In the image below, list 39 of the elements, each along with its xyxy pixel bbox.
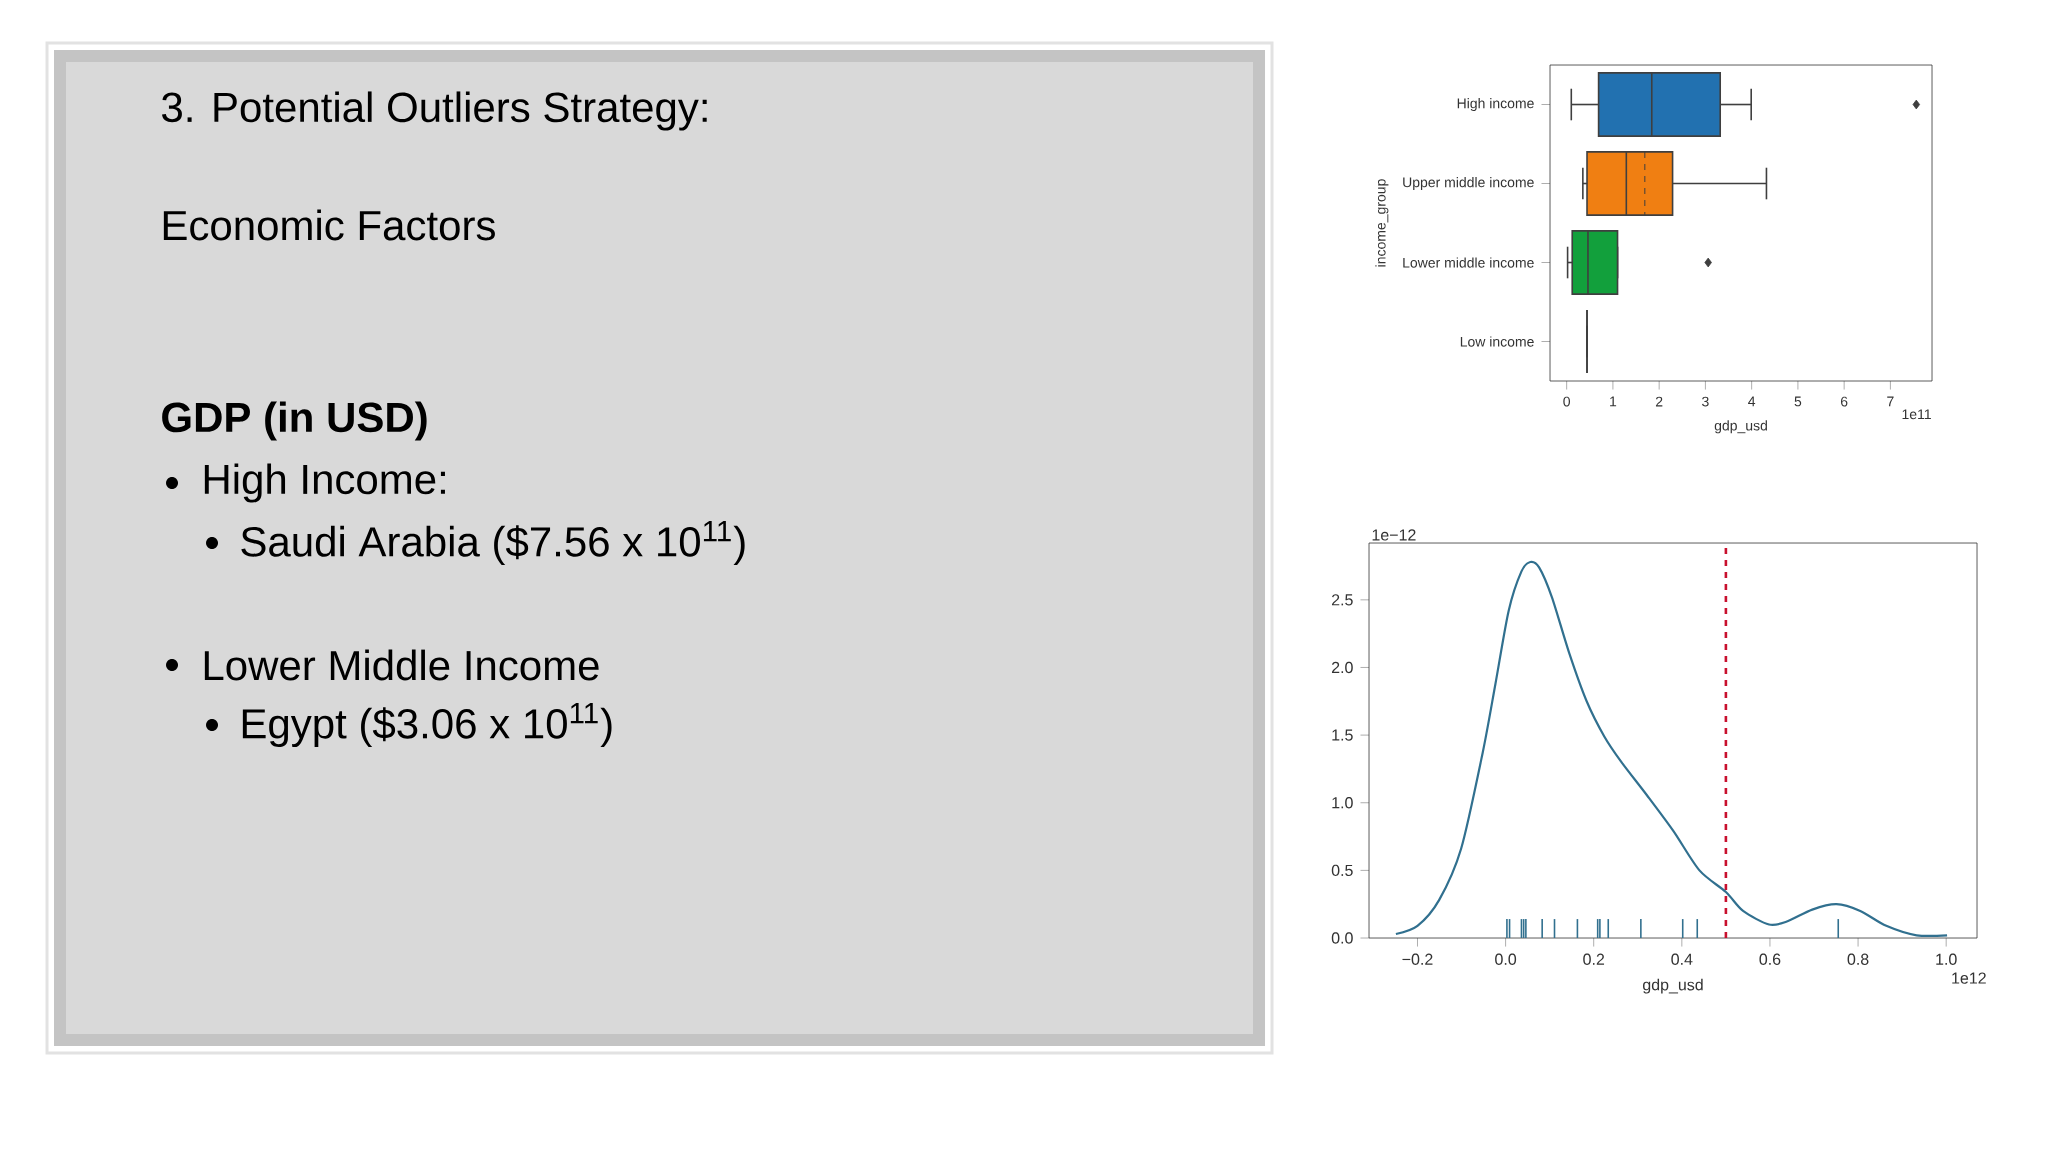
y-tick-label: 1.0 — [1332, 797, 1353, 809]
y-tick-label: 0.0 — [1331, 932, 1353, 944]
x-tick-label: −0.2 — [1402, 953, 1433, 965]
x-tick-label: 0.8 — [1847, 953, 1869, 965]
y-tick-label: 0.5 — [1331, 864, 1353, 877]
x-tick-label: 1 — [1610, 396, 1617, 407]
x-tick-label: 0 — [1563, 396, 1571, 407]
text: GDP (in USD) — [162, 401, 427, 441]
x-tick-label: 1.0 — [1936, 953, 1957, 965]
x-tick-label: 7 — [1887, 396, 1894, 407]
y-tick-label: 1.5 — [1332, 729, 1353, 741]
line-series — [1394, 560, 1949, 937]
x-tick-label: 0.4 — [1671, 953, 1693, 965]
text: Economic Factors — [163, 209, 495, 241]
text: Saudi Arabia ($7.56 x 10$^{11}$) — [241, 521, 745, 565]
text: 3. Potential Outliers Strategy: — [162, 91, 707, 131]
y-tick-label: 2.0 — [1331, 661, 1353, 674]
y-tick-label: High income — [1457, 98, 1534, 112]
text: 1e11 — [1902, 409, 1931, 420]
y-tick-label: Upper middle income — [1403, 177, 1534, 191]
x-tick-label: 0.0 — [1495, 953, 1517, 965]
x-tick-label: 0.6 — [1759, 953, 1781, 965]
y-tick-label: 2.5 — [1331, 594, 1353, 606]
y-tick-label: Low income — [1460, 336, 1534, 347]
text: High Income: — [204, 463, 445, 503]
x-tick-label: 3 — [1702, 396, 1709, 407]
x-axis-title: gdp_usd — [1714, 420, 1767, 434]
y-tick-label: Lower middle income — [1403, 257, 1534, 268]
x-tick-label: 4 — [1748, 396, 1756, 407]
text: Lower Middle Income — [204, 649, 599, 681]
x-tick-label: 2 — [1655, 396, 1663, 407]
text: 1e12 — [1952, 972, 1986, 984]
x-tick-label: 0.2 — [1583, 953, 1605, 965]
text: 1e−12 — [1372, 529, 1416, 541]
x-tick-label: 5 — [1794, 396, 1802, 407]
x-tick-label: 6 — [1840, 396, 1848, 407]
y-axis-title: income_group — [1375, 179, 1389, 267]
x-axis-title: gdp_usd — [1642, 978, 1703, 994]
text: Egypt ($3.06 x 10$^{11}$) — [242, 703, 612, 748]
